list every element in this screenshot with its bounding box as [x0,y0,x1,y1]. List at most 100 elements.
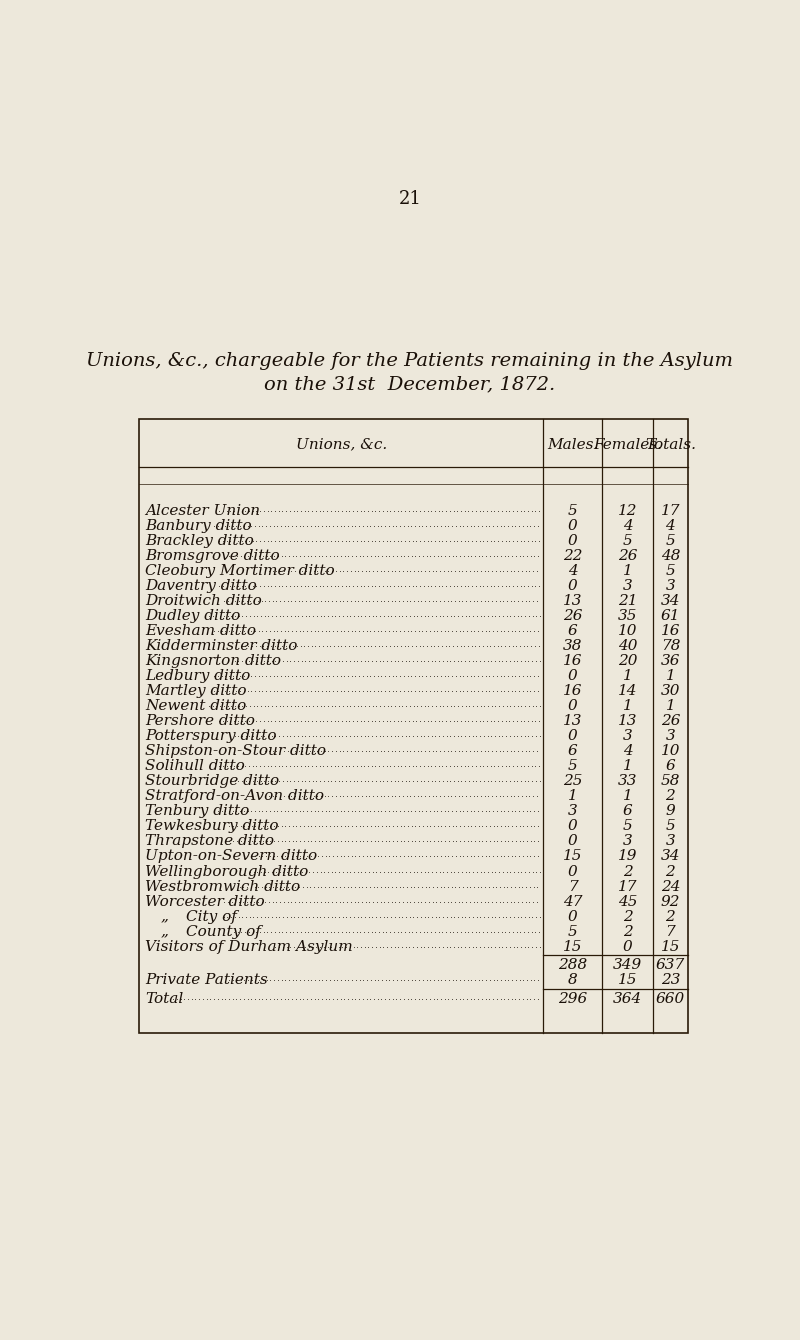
Text: 14: 14 [618,685,638,698]
Text: 1: 1 [666,699,675,713]
Text: 6: 6 [568,624,578,638]
Text: 5: 5 [666,820,675,833]
Text: Kidderminster ditto: Kidderminster ditto [146,639,298,654]
Text: 6: 6 [622,804,633,819]
Text: 10: 10 [661,745,680,758]
Text: 9: 9 [666,804,675,819]
Text: 24: 24 [661,879,680,894]
Text: 78: 78 [661,639,680,654]
Text: 4: 4 [622,519,633,533]
Text: Alcester Union: Alcester Union [146,504,260,519]
Text: City of: City of [186,910,237,923]
Text: Banbury ditto: Banbury ditto [146,519,252,533]
Text: 3: 3 [622,835,633,848]
Text: 21: 21 [618,594,638,608]
Text: Unions, &c., chargeable for the Patients remaining in the Asylum: Unions, &c., chargeable for the Patients… [86,352,734,370]
Text: 25: 25 [563,775,582,788]
Text: 21: 21 [398,190,422,208]
Text: 4: 4 [568,564,578,578]
Text: Visitors of Durham Asylum: Visitors of Durham Asylum [146,939,353,954]
Text: 7: 7 [568,879,578,894]
Text: Droitwich ditto: Droitwich ditto [146,594,262,608]
Text: Bromsgrove ditto: Bromsgrove ditto [146,549,280,563]
Text: 40: 40 [618,639,638,654]
Text: 45: 45 [618,895,638,909]
Text: 5: 5 [666,564,675,578]
Text: 0: 0 [568,699,578,713]
Text: 0: 0 [622,939,633,954]
Text: 26: 26 [563,610,582,623]
Text: 33: 33 [618,775,638,788]
Text: Newent ditto: Newent ditto [146,699,246,713]
Text: 15: 15 [563,850,582,863]
Text: 36: 36 [661,654,680,669]
Text: Potterspury ditto: Potterspury ditto [146,729,277,744]
Text: Dudley ditto: Dudley ditto [146,610,241,623]
Text: 364: 364 [613,992,642,1006]
Text: Upton-on-Severn ditto: Upton-on-Severn ditto [146,850,318,863]
Text: on the 31st  December, 1872.: on the 31st December, 1872. [264,375,556,393]
Text: Kingsnorton ditto: Kingsnorton ditto [146,654,282,669]
Text: Unions, &c.: Unions, &c. [295,438,387,452]
Text: 13: 13 [563,714,582,729]
Text: 34: 34 [661,594,680,608]
Text: 38: 38 [563,639,582,654]
Text: Females.: Females. [593,438,662,452]
Text: Totals.: Totals. [645,438,696,452]
Text: 0: 0 [568,729,578,744]
Text: 0: 0 [568,669,578,683]
Text: 3: 3 [568,804,578,819]
Text: Tenbury ditto: Tenbury ditto [146,804,250,819]
Text: 26: 26 [618,549,638,563]
Text: Tewkesbury ditto: Tewkesbury ditto [146,820,278,833]
Text: Evesham ditto: Evesham ditto [146,624,256,638]
Text: 0: 0 [568,864,578,879]
Text: Brackley ditto: Brackley ditto [146,535,254,548]
Text: Males.: Males. [547,438,598,452]
Text: Wellingborough ditto: Wellingborough ditto [146,864,309,879]
Text: 17: 17 [661,504,680,519]
Text: Private Patients: Private Patients [146,973,268,986]
Text: Daventry ditto: Daventry ditto [146,579,257,594]
Text: 8: 8 [568,973,578,986]
Text: Westbromwich ditto: Westbromwich ditto [146,879,300,894]
Text: 5: 5 [568,504,578,519]
Text: 26: 26 [661,714,680,729]
Text: 0: 0 [568,535,578,548]
Text: 6: 6 [568,745,578,758]
Text: 3: 3 [622,729,633,744]
Text: 12: 12 [618,504,638,519]
Text: 2: 2 [666,789,675,804]
Text: 349: 349 [613,958,642,971]
Text: 30: 30 [661,685,680,698]
Text: 20: 20 [618,654,638,669]
Text: 0: 0 [568,820,578,833]
Text: 10: 10 [618,624,638,638]
Text: 1: 1 [666,669,675,683]
Text: 1: 1 [568,789,578,804]
Text: 47: 47 [563,895,582,909]
Text: Total: Total [146,992,183,1006]
Text: Shipston-on-Stour ditto: Shipston-on-Stour ditto [146,745,326,758]
Text: 1: 1 [622,564,633,578]
Text: 637: 637 [656,958,685,971]
Text: 3: 3 [622,579,633,594]
Text: Pershore ditto: Pershore ditto [146,714,255,729]
Text: 0: 0 [568,835,578,848]
Text: 3: 3 [666,729,675,744]
Text: 34: 34 [661,850,680,863]
Text: 288: 288 [558,958,587,971]
Text: „: „ [161,925,169,938]
Text: 1: 1 [622,699,633,713]
Text: 13: 13 [563,594,582,608]
Text: 5: 5 [568,925,578,938]
Text: 0: 0 [568,579,578,594]
Text: 296: 296 [558,992,587,1006]
Text: Thrapstone ditto: Thrapstone ditto [146,835,274,848]
Text: 3: 3 [666,835,675,848]
Text: 5: 5 [622,820,633,833]
Text: 2: 2 [622,910,633,923]
Text: 16: 16 [563,654,582,669]
Bar [139,418,688,1033]
Text: 1: 1 [622,760,633,773]
